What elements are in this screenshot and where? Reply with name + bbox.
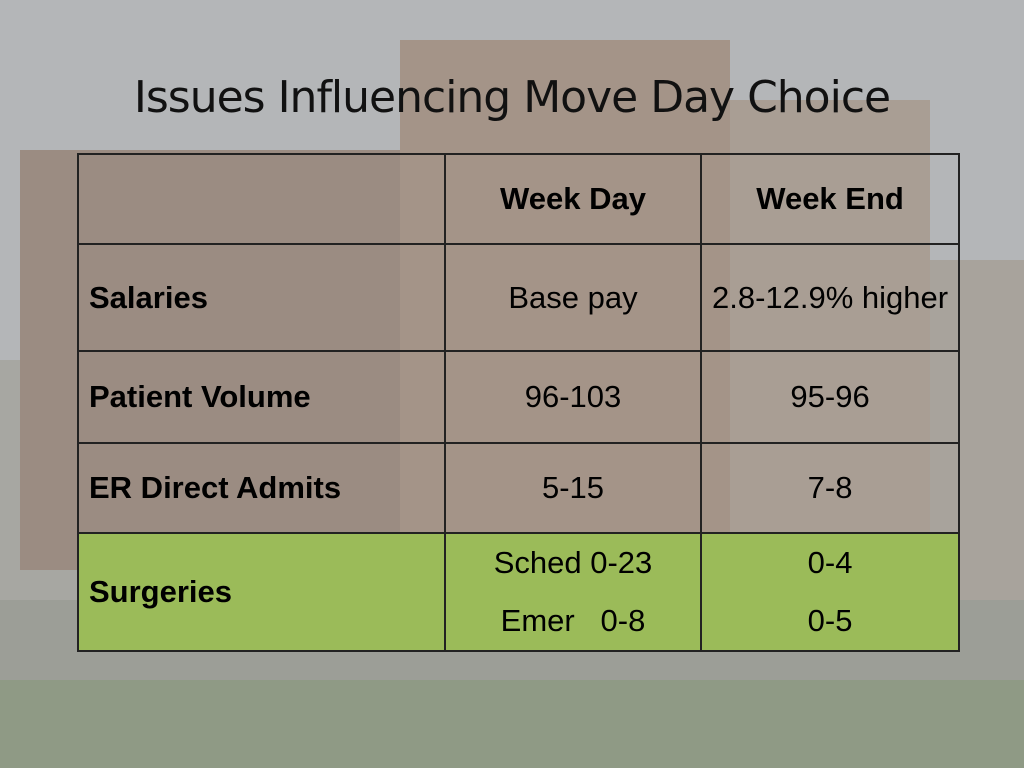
cell-line: 0-5 xyxy=(807,603,853,638)
cell-line: 96-103 xyxy=(524,379,622,415)
row-label: ER Direct Admits xyxy=(77,442,446,534)
cell-line: Sched 0-23 xyxy=(493,545,653,580)
table-cell: Sched 0-23 Emer 0-8 xyxy=(444,532,702,652)
table-cell: 95-96 xyxy=(699,350,961,444)
cell-line: 95-96 xyxy=(790,379,870,415)
corner-cell xyxy=(77,153,446,245)
cell-line: 7-8 xyxy=(807,470,853,506)
table-cell: 7-8 xyxy=(699,442,961,534)
cell-line: Emer 0-8 xyxy=(500,603,646,638)
table-cell: 0-4 0-5 xyxy=(699,532,961,652)
table-cell: 2.8-12.9% higher xyxy=(699,243,961,352)
row-label: Patient Volume xyxy=(77,350,446,444)
cell-line: 5-15 xyxy=(541,470,605,506)
data-table: Week Day Week End Salaries Base pay 2.8-12.… xyxy=(77,153,961,652)
row-label: Salaries xyxy=(77,243,446,352)
table-cell: 5-15 xyxy=(444,442,702,534)
cell-line: 0-4 xyxy=(807,545,853,580)
column-header: Week End xyxy=(699,153,961,245)
table-row: Patient Volume 96-103 95-96 xyxy=(77,350,961,444)
row-label: Surgeries xyxy=(77,532,446,652)
table-row: ER Direct Admits 5-15 7-8 xyxy=(77,442,961,534)
table-cell: 96-103 xyxy=(444,350,702,444)
table-row: Surgeries Sched 0-23 Emer 0-8 0-4 0-5 xyxy=(77,532,961,652)
column-header: Week Day xyxy=(444,153,702,245)
table-cell: Base pay xyxy=(444,243,702,352)
cell-line: 2.8-12.9% higher xyxy=(712,279,949,315)
cell-line: Base pay xyxy=(508,279,638,315)
table-row: Salaries Base pay 2.8-12.9% higher xyxy=(77,243,961,352)
title: Issues Influencing Move Day Choice xyxy=(133,72,891,123)
